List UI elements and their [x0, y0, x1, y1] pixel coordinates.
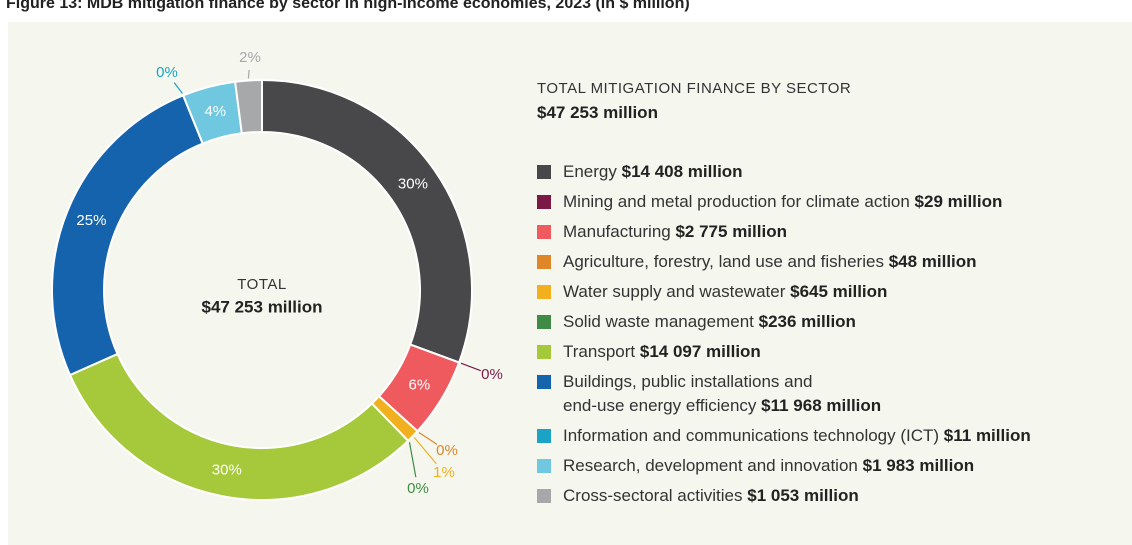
legend-swatch: [537, 429, 551, 443]
legend-item: Agriculture, forestry, land use and fish…: [537, 250, 1031, 274]
legend-item: Energy $14 408 million: [537, 160, 1031, 184]
slice-label: 4%: [204, 103, 226, 120]
legend-label: Solid waste management: [563, 312, 754, 331]
legend-amount: $2 775 million: [675, 222, 787, 241]
leader-line: [460, 362, 481, 372]
legend-text: Mining and metal production for climate …: [563, 190, 1002, 214]
slice-label: 30%: [212, 462, 242, 479]
legend-item: Information and communications technolog…: [537, 424, 1031, 448]
legend-item: Cross-sectoral activities $1 053 million: [537, 484, 1031, 508]
leader-line: [418, 432, 438, 445]
center-label: TOTAL: [237, 276, 286, 293]
legend-label: Research, development and innovation: [563, 456, 858, 475]
legend-text: Energy $14 408 million: [563, 160, 743, 184]
center-value: $47 253 million: [202, 297, 323, 316]
legend-swatch: [537, 225, 551, 239]
legend-label: Manufacturing: [563, 222, 671, 241]
legend-amount: $1 983 million: [862, 456, 975, 475]
legend-amount: $14 408 million: [621, 162, 743, 181]
leader-line: [247, 69, 250, 79]
legend-text: Buildings, public installations and end-…: [563, 370, 881, 418]
legend-label: Cross-sectoral activities: [563, 486, 743, 505]
legend-label: Buildings, public installations and end-…: [563, 372, 813, 415]
legend-text: Water supply and wastewater $645 million: [563, 280, 887, 304]
legend-text: Information and communications technolog…: [563, 424, 1031, 448]
legend-item: Transport $14 097 million: [537, 340, 1031, 364]
legend-amount: $29 million: [914, 192, 1003, 211]
legend-text: Solid waste management $236 million: [563, 310, 856, 334]
legend-amount: $11 million: [943, 426, 1031, 445]
legend-amount: $11 968 million: [761, 396, 882, 415]
legend-swatch: [537, 315, 551, 329]
slice-label: 6%: [409, 376, 431, 393]
slice: [234, 78, 263, 135]
legend-value: $47 253 million: [537, 103, 658, 122]
legend-swatch: [537, 345, 551, 359]
legend-label: Water supply and wastewater: [563, 282, 786, 301]
legend-swatch: [537, 195, 551, 209]
chart-title: Figure 13: MDB mitigation finance by sec…: [6, 0, 690, 12]
legend-amount: $236 million: [758, 312, 856, 331]
slice-label: 0%: [436, 442, 458, 459]
slice-label: 1%: [433, 464, 455, 481]
leader-line: [408, 442, 417, 478]
legend-amount: $14 097 million: [639, 342, 761, 361]
legend-label: Agriculture, forestry, land use and fish…: [563, 252, 884, 271]
legend-amount: $645 million: [790, 282, 888, 301]
legend-text: Transport $14 097 million: [563, 340, 761, 364]
legend-text: Research, development and innovation $1 …: [563, 454, 974, 478]
legend-item: Mining and metal production for climate …: [537, 190, 1031, 214]
slice: [51, 94, 205, 377]
legend-swatch: [537, 165, 551, 179]
legend-swatch: [537, 255, 551, 269]
slice-label: 0%: [481, 366, 503, 383]
legend-item: Water supply and wastewater $645 million: [537, 280, 1031, 304]
legend-label: Mining and metal production for climate …: [563, 192, 910, 211]
slice-label: 0%: [407, 480, 429, 497]
legend-title: TOTAL MITIGATION FINANCE BY SECTOR: [537, 80, 852, 97]
leader-line: [173, 82, 183, 94]
slice: [261, 78, 473, 364]
legend-item: Manufacturing $2 775 million: [537, 220, 1031, 244]
legend-amount: $1 053 million: [747, 486, 859, 505]
legend-item: Research, development and innovation $1 …: [537, 454, 1031, 478]
leader-line: [413, 437, 437, 465]
legend-label: Information and communications technolog…: [563, 426, 940, 445]
legend: Energy $14 408 million Mining and metal p…: [537, 160, 1031, 508]
legend-amount: $48 million: [888, 252, 977, 271]
legend-swatch: [537, 459, 551, 473]
legend-swatch: [537, 285, 551, 299]
legend-label: Transport: [563, 342, 636, 361]
legend-item: Solid waste management $236 million: [537, 310, 1031, 334]
legend-swatch: [537, 375, 551, 389]
legend-text: Cross-sectoral activities $1 053 million: [563, 484, 859, 508]
slice-label: 2%: [239, 49, 261, 66]
legend-text: Agriculture, forestry, land use and fish…: [563, 250, 977, 274]
slice-label: 0%: [156, 64, 178, 81]
legend-label: Energy: [563, 162, 617, 181]
slice-label: 30%: [398, 176, 428, 193]
legend-text: Manufacturing $2 775 million: [563, 220, 787, 244]
legend-item: Buildings, public installations and end-…: [537, 370, 1031, 418]
slice-label: 25%: [76, 212, 106, 229]
legend-swatch: [537, 489, 551, 503]
